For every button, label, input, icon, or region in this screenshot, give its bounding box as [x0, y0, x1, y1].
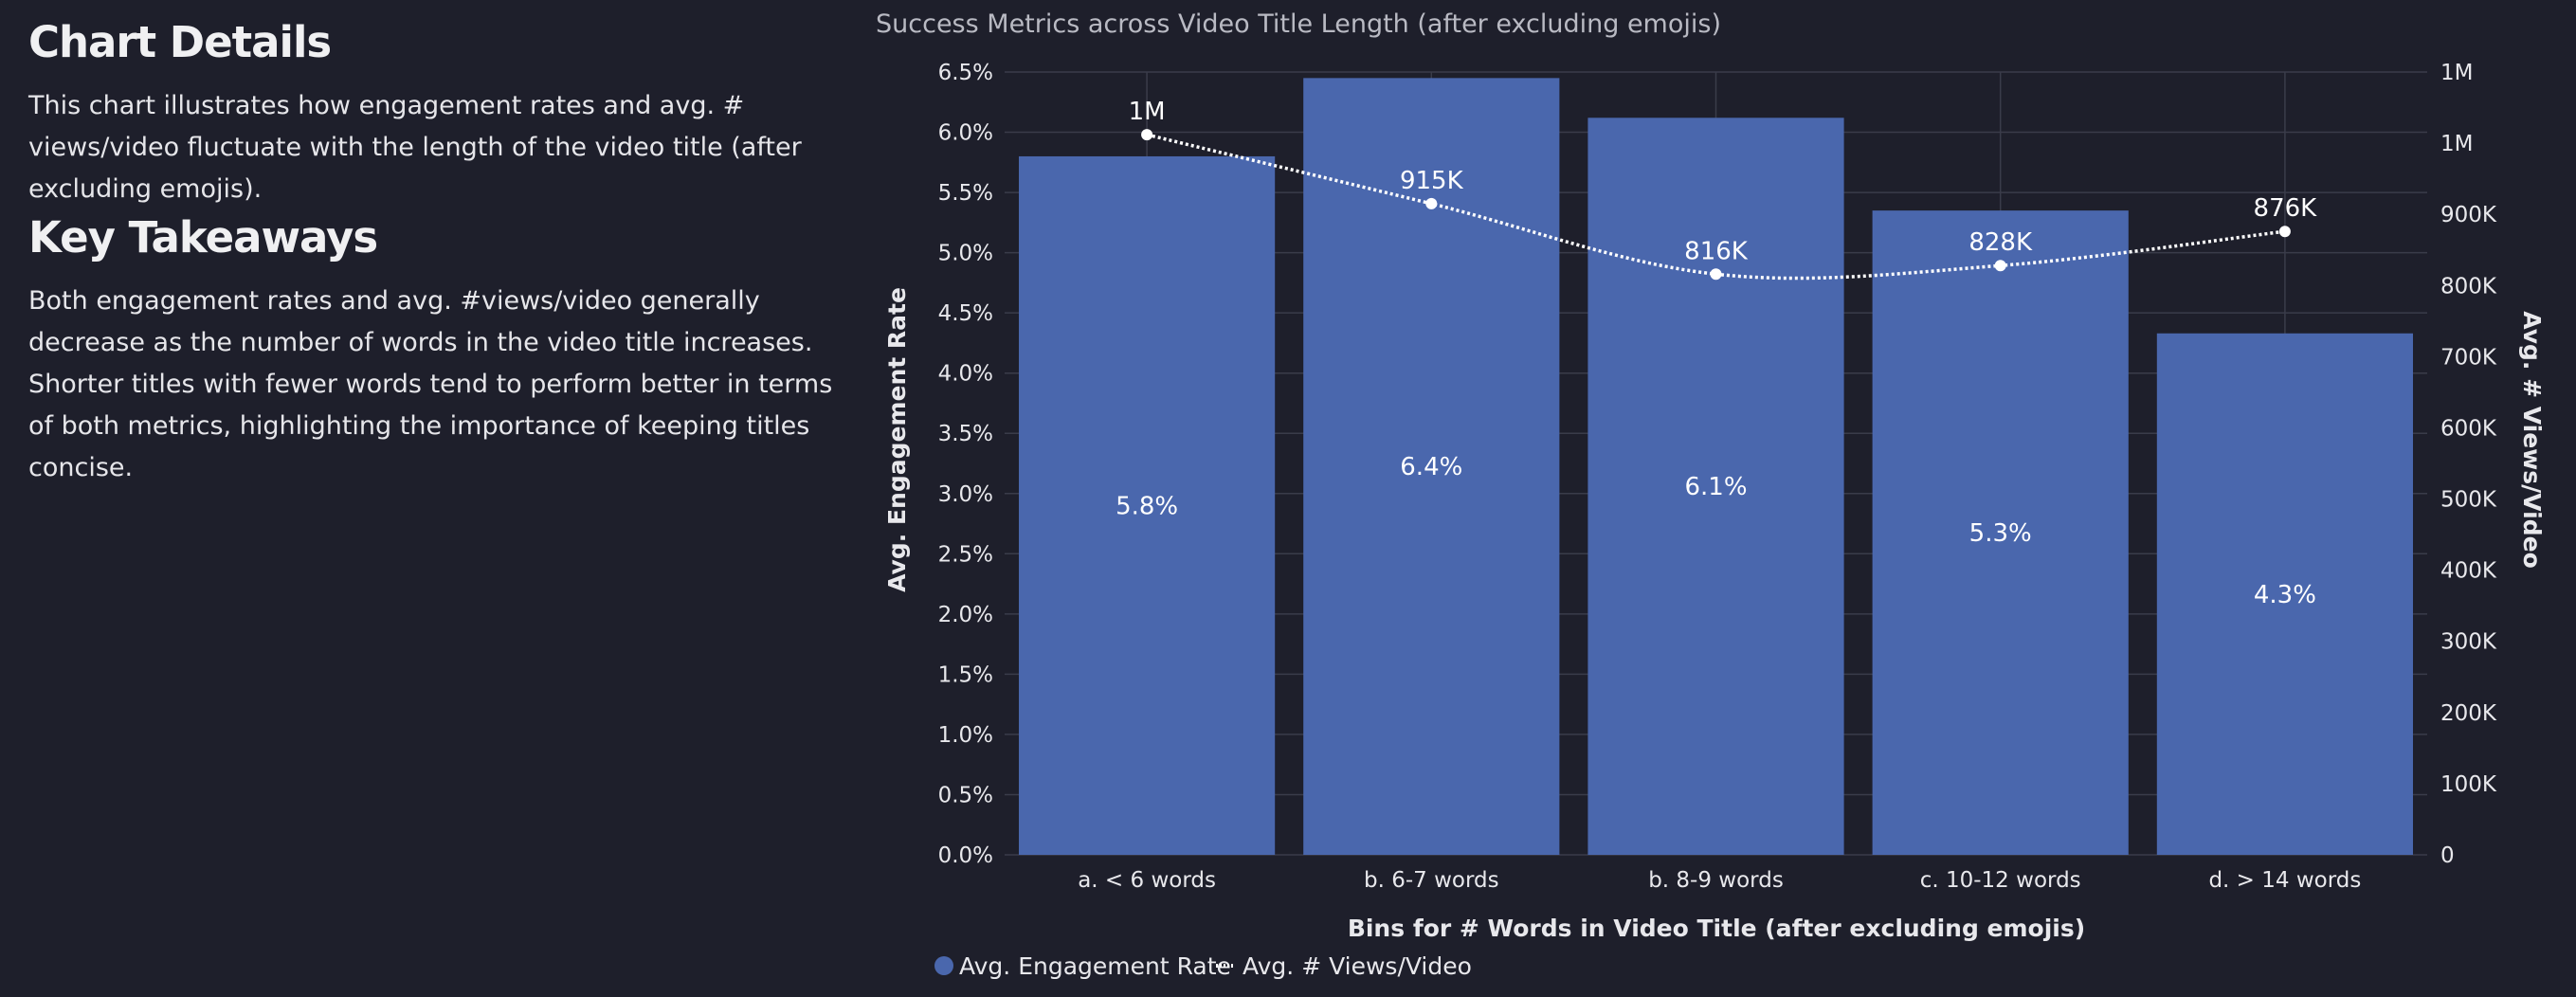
chart-details-heading: Chart Details: [28, 17, 332, 67]
x-tick-label: a. < 6 words: [1078, 868, 1216, 893]
views-point[interactable]: [1994, 260, 2006, 272]
y-axis-title: Avg. Engagement Rate: [883, 287, 911, 592]
y-tick-label: 0.5%: [938, 783, 993, 807]
x-tick-label: d. > 14 words: [2208, 868, 2361, 893]
y-tick-label: 3.5%: [938, 422, 993, 446]
y2-tick-label: 200K: [2440, 701, 2497, 726]
x-axis-title: Bins for # Words in Video Title (after e…: [1348, 915, 2085, 942]
legend-bar-swatch: [934, 956, 953, 975]
bar-value-label: 6.4%: [1400, 453, 1462, 481]
y-tick-label: 0.0%: [938, 843, 993, 868]
y-tick-label: 1.5%: [938, 662, 993, 687]
y2-tick-label: 100K: [2440, 772, 2497, 797]
y2-tick-label: 1M: [2440, 61, 2473, 85]
y2-tick-label: 600K: [2440, 416, 2497, 441]
y-tick-label: 5.5%: [938, 181, 993, 206]
chart-details-text: This chart illustrates how engagement ra…: [28, 91, 802, 204]
views-point[interactable]: [2278, 226, 2291, 238]
bars-layer: 5.8% 6.4% 6.1% 5.3% 4.3%: [1019, 78, 2413, 856]
views-value-label: 816K: [1684, 237, 1749, 265]
y-tick-label: 5.0%: [938, 242, 993, 266]
bar[interactable]: [1587, 118, 1844, 855]
bar[interactable]: [1872, 210, 2129, 856]
legend: Avg. Engagement Rate Avg. # Views/Video: [934, 952, 1472, 980]
y2-tick-label: 700K: [2440, 345, 2497, 370]
y-tick-label: 1.0%: [938, 723, 993, 748]
views-value-label: 876K: [2254, 194, 2318, 223]
key-takeaways-text: Both engagement rates and avg. #views/vi…: [28, 286, 833, 482]
x-tick-label: b. 8-9 words: [1648, 868, 1784, 893]
axis-layer: 0.0% 0.5% 1.0% 1.5% 2.0% 2.5% 3.0% 3.5% 4.0% 4.5%…: [938, 61, 2497, 893]
views-point[interactable]: [1141, 129, 1153, 141]
key-takeaways-heading: Key Takeaways: [28, 212, 378, 263]
x-tick-label: b. 6-7 words: [1364, 868, 1499, 893]
y-tick-label: 2.0%: [938, 603, 993, 627]
views-value-label: 828K: [1968, 228, 2033, 257]
y2-tick-label: 900K: [2440, 203, 2497, 227]
y-tick-label: 4.0%: [938, 362, 993, 387]
y-tick-label: 2.5%: [938, 542, 993, 567]
y-tick-label: 4.5%: [938, 301, 993, 326]
y2-axis-title: Avg. # Views/Video: [2518, 311, 2546, 569]
bar[interactable]: [2156, 333, 2413, 855]
views-point[interactable]: [1425, 197, 1438, 209]
y2-tick-label: 800K: [2440, 274, 2497, 299]
views-value-label: 1M: [1129, 98, 1166, 126]
views-point[interactable]: [1710, 268, 1722, 281]
line-layer: 1M 915K 816K 828K 876K: [1129, 98, 2318, 281]
chart-title: Success Metrics across Video Title Lengt…: [876, 9, 1721, 39]
y2-tick-label: 0: [2440, 843, 2455, 868]
y2-tick-label: 400K: [2440, 559, 2497, 584]
bar-value-label: 5.8%: [1116, 492, 1178, 520]
bar-value-label: 6.1%: [1684, 473, 1747, 501]
legend-bar-label: Avg. Engagement Rate: [959, 952, 1231, 980]
y-tick-label: 6.5%: [938, 61, 993, 85]
y-tick-label: 6.0%: [938, 121, 993, 146]
y-tick-label: 3.0%: [938, 482, 993, 507]
y2-tick-label: 300K: [2440, 630, 2497, 655]
bar-value-label: 4.3%: [2254, 581, 2316, 609]
x-tick-label: c. 10-12 words: [1920, 868, 2081, 893]
y2-tick-label: 1M: [2440, 132, 2473, 156]
views-value-label: 915K: [1400, 167, 1464, 195]
y2-tick-label: 500K: [2440, 488, 2497, 513]
legend-line-label: Avg. # Views/Video: [1243, 952, 1472, 980]
bar[interactable]: [1019, 155, 1276, 855]
bar-value-label: 5.3%: [1969, 519, 2032, 548]
